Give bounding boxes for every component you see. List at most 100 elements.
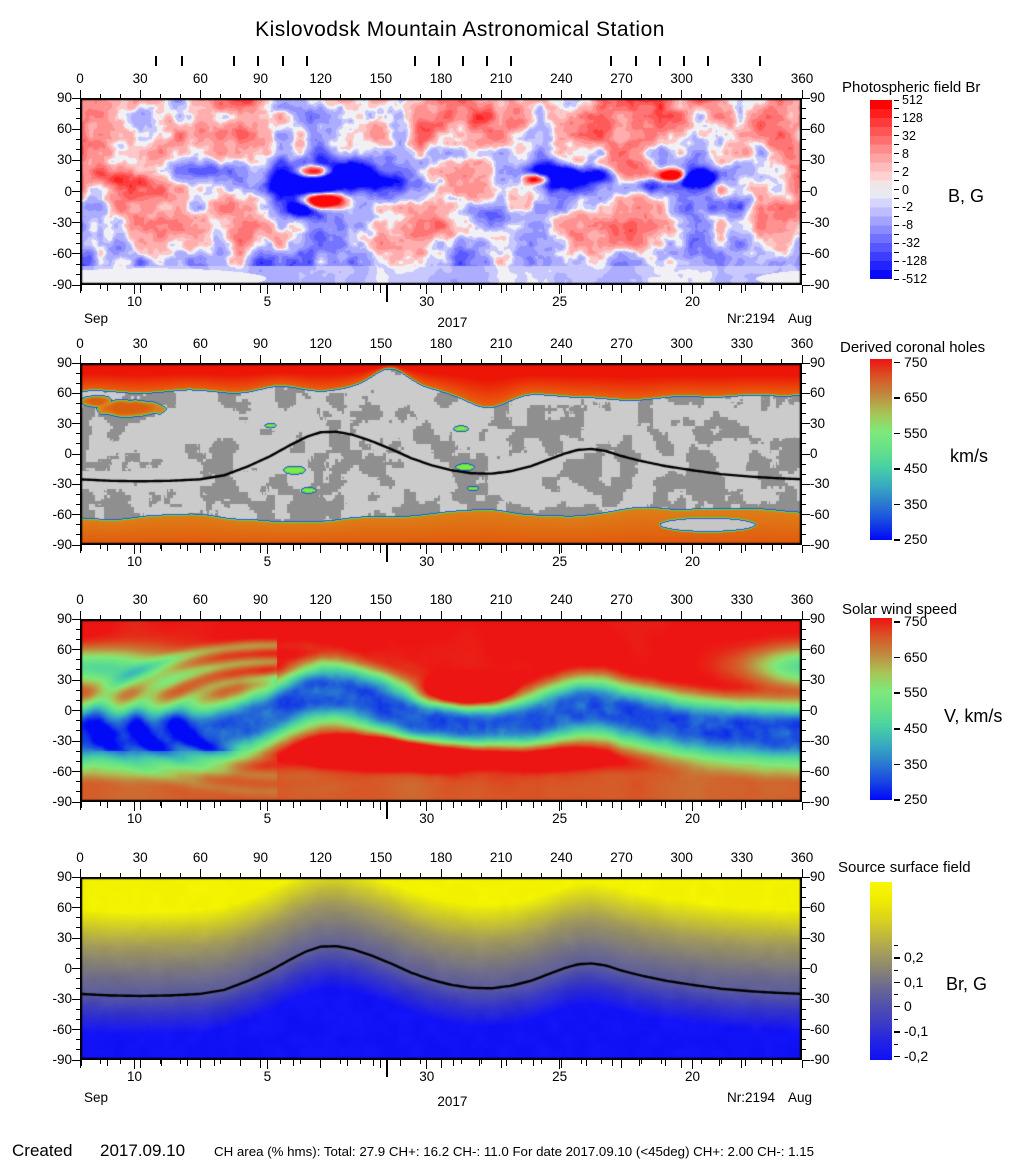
date-tick-label: 30 [419,294,435,309]
lat-tick-label: 0 [810,960,818,976]
lon-minor-tick [420,615,422,619]
lat-tick-label: 90 [810,90,826,105]
colorbar-tick [894,117,899,119]
day-tick [160,802,162,808]
lon-tick-label: 30 [132,850,148,865]
lat-minor-tick [802,628,806,630]
lat-major-tick [802,907,810,908]
day-tick [373,285,375,291]
lon-major-tick [139,802,141,810]
colorbar-tick [894,397,900,399]
lat-minor-tick [76,274,80,276]
lon-minor-tick [661,615,663,619]
lat-tick-label: 60 [56,121,72,137]
lon-minor-tick [701,615,703,619]
lat-minor-tick [802,180,806,182]
lat-minor-tick [802,659,806,661]
observation-day-tick [486,56,489,66]
day-tick [479,285,481,291]
colorbar-tick [894,981,900,984]
colorbar-tick [894,189,899,190]
lon-major-tick [380,545,382,553]
lon-minor-tick [420,1060,422,1064]
lon-major-tick [260,1060,261,1068]
lon-major-tick [320,90,322,98]
lon-major-tick [560,1060,562,1068]
lon-major-tick [500,869,502,877]
lon-minor-tick [280,615,282,619]
lon-minor-tick [219,615,221,619]
lon-major-tick [320,355,322,363]
lon-tick-label: 240 [550,336,573,351]
lon-minor-tick [400,545,402,549]
day-tick [718,285,720,291]
lat-minor-tick [802,886,806,888]
day-tick [399,1060,401,1066]
colorbar-tick [894,215,899,217]
colorbar-tick-label: 750 [904,613,928,629]
colorbar-tick-label: 8 [902,146,909,161]
day-tick [665,285,667,291]
lat-tick-label: -60 [52,245,72,261]
lon-minor-tick [400,873,402,877]
lon-major-tick [801,802,803,810]
lat-minor-tick [802,750,806,752]
lat-minor-tick [76,628,80,630]
lon-major-tick [139,869,141,877]
lon-minor-tick [400,1060,402,1064]
lon-tick-label: 330 [730,850,754,865]
labeled-day-tick [134,1060,135,1069]
lon-minor-tick [520,802,522,806]
lon-tick-label: 0 [76,592,84,607]
lat-minor-tick [802,274,806,276]
lat-tick-label: 30 [810,415,826,431]
lat-tick-label: 30 [810,152,826,168]
lon-major-tick [741,545,743,553]
lat-minor-tick [76,118,80,120]
lat-minor-tick [802,760,806,762]
lat-minor-tick [802,263,806,265]
date-tick-label: 30 [419,1069,435,1084]
lon-major-tick [440,1060,442,1068]
day-tick [505,802,507,808]
lon-minor-tick [360,94,362,98]
lon-minor-tick [280,1060,282,1064]
lon-minor-tick [420,545,422,549]
lat-minor-tick [76,1018,80,1020]
lat-major-tick [72,514,80,516]
colorbar-tick [894,153,899,155]
observation-day-tick [658,56,661,66]
lon-tick-label: 330 [730,336,754,351]
day-tick [638,285,640,291]
lon-minor-tick [119,285,121,289]
colorbar-tick-label: 550 [904,424,928,441]
lon-tick-label: 0 [76,71,84,86]
lat-minor-tick [76,720,80,722]
lat-tick-label: -30 [810,476,830,492]
lon-tick-label: 210 [489,850,513,865]
lon-minor-tick [420,94,422,98]
lon-major-tick [560,869,562,877]
lon-minor-tick [400,802,402,806]
lon-minor-tick [721,545,723,549]
colorbar-tick-label: 0,2 [904,949,924,965]
lon-minor-tick [280,873,282,877]
lon-minor-tick [661,285,663,289]
labeled-day-tick [691,1060,693,1069]
date-tick-label: 25 [552,1069,568,1084]
lat-tick-label: 60 [810,641,826,657]
date-tick-label: 20 [684,294,700,309]
lon-minor-tick [600,285,602,289]
lat-major-tick [802,1059,810,1061]
lat-minor-tick [76,443,80,445]
labeled-day-tick [559,285,561,294]
lon-minor-tick [480,1060,482,1064]
lon-tick-label: 360 [790,71,814,86]
lat-major-tick [802,937,810,939]
date-tick-label: 30 [419,554,435,569]
lat-major-tick [802,771,810,772]
lat-minor-tick [802,534,806,536]
day-tick [665,1060,667,1066]
lon-tick-label: 300 [670,850,693,865]
lat-minor-tick [802,413,806,415]
